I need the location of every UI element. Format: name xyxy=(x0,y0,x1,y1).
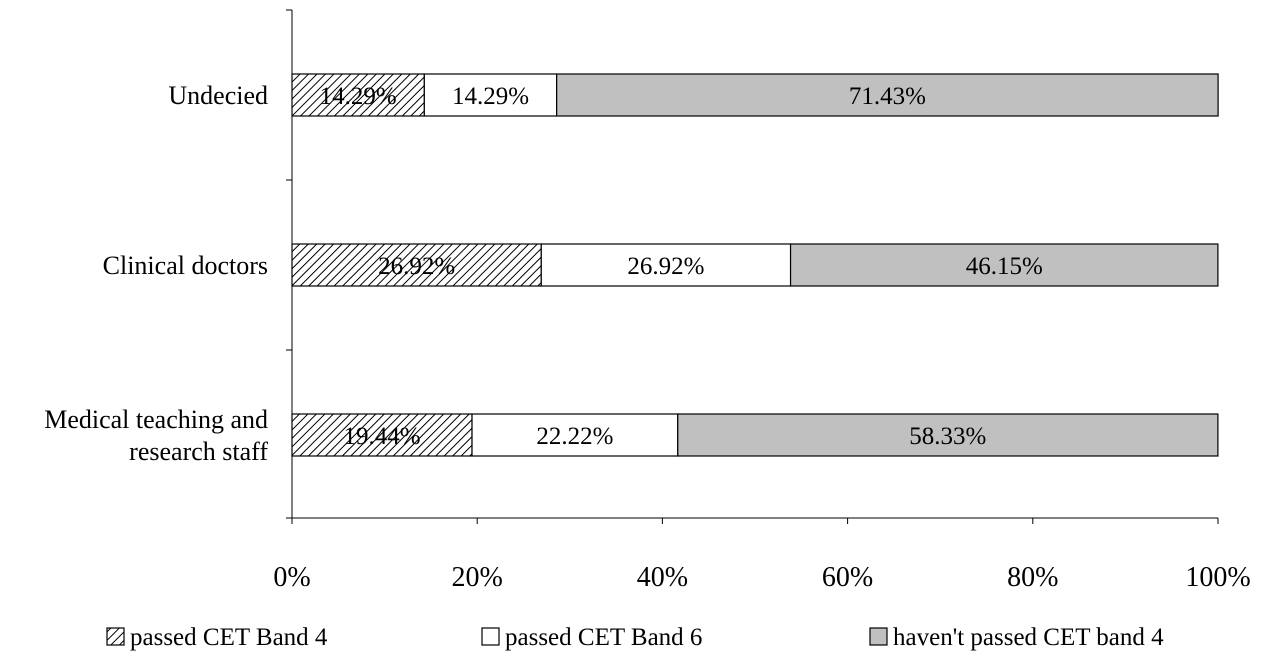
legend-label: haven't passed CET band 4 xyxy=(893,624,1164,651)
bar-value-label: 19.44% xyxy=(343,423,420,450)
category-label: Clinical doctors xyxy=(103,251,268,280)
category-label: Undecied xyxy=(168,81,268,110)
category-label: research staff xyxy=(129,437,268,466)
legend-swatch xyxy=(869,627,888,646)
x-tick-label: 40% xyxy=(637,562,688,593)
bar-value-label: 71.43% xyxy=(849,83,926,110)
bar-segment xyxy=(291,243,542,287)
bar-segment xyxy=(789,243,1219,287)
bar-value-label: 26.92% xyxy=(627,253,704,280)
x-tick-label: 20% xyxy=(452,562,503,593)
plot-area: 0% 20% 40% 60% 80% 100% Medical teaching and re… xyxy=(44,9,1251,593)
legend-swatch xyxy=(481,627,500,646)
bar-segment xyxy=(471,413,679,457)
category-label: Medical teaching and xyxy=(44,405,268,434)
x-tick-label: 60% xyxy=(822,562,873,593)
legend-label: passed CET Band 6 xyxy=(505,624,702,651)
x-tick-label: 80% xyxy=(1007,562,1058,593)
x-tick-label: 0% xyxy=(273,562,310,593)
legend-label: passed CET Band 4 xyxy=(130,624,328,651)
legend: passed CET Band 4 passed CET Band 6 haven'… xyxy=(106,624,1164,651)
bar-segment xyxy=(556,73,1219,117)
bar-segment xyxy=(291,73,425,117)
bar-value-label: 14.29% xyxy=(452,83,529,110)
bar-value-label: 14.29% xyxy=(320,83,397,110)
bar-value-label: 26.92% xyxy=(378,253,455,280)
x-tick-label: 100% xyxy=(1185,562,1250,593)
bar-value-label: 22.22% xyxy=(536,423,613,450)
bar-value-label: 58.33% xyxy=(909,423,986,450)
bar-segment xyxy=(291,413,473,457)
bar-segment xyxy=(540,243,792,287)
bar-segment xyxy=(677,413,1219,457)
legend-swatch xyxy=(106,627,125,646)
bar-value-label: 46.15% xyxy=(966,253,1043,280)
